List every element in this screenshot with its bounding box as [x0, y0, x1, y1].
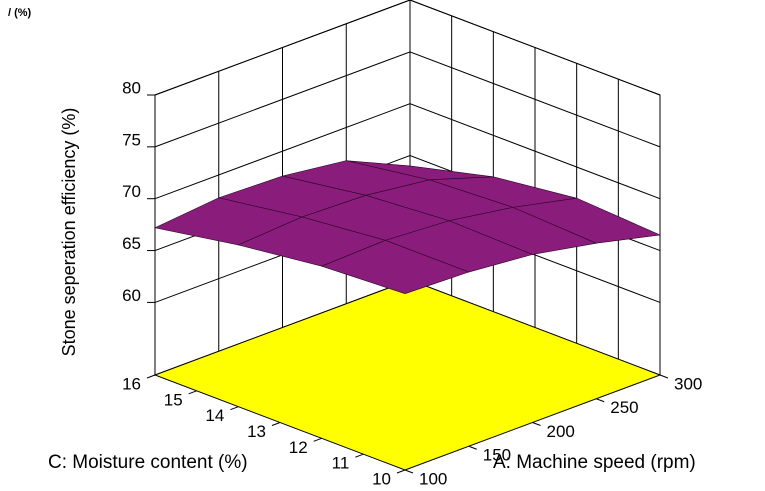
z-tick-label: 75	[122, 130, 141, 149]
grid-line	[154, 0, 661, 96]
y-tick-label: 13	[247, 422, 266, 441]
z-axis-label: Stone seperation efficiency (%)	[59, 108, 79, 357]
y-tick-label: 14	[205, 406, 224, 425]
y-tick-label: 11	[332, 454, 350, 473]
corner-label: / (%)	[8, 7, 32, 19]
z-tick-label: 65	[122, 234, 141, 253]
y-tick	[355, 453, 364, 458]
x-tick	[404, 469, 414, 474]
y-tick	[230, 406, 239, 411]
floor	[153, 279, 662, 471]
y-tick	[313, 437, 322, 442]
y-tick	[271, 422, 281, 426]
surface-patch	[320, 240, 470, 295]
y-tick-label: 10	[372, 469, 391, 488]
x-tick	[532, 422, 541, 426]
y-tick-label: 15	[164, 390, 183, 409]
y-tick	[146, 374, 156, 379]
x-tick	[468, 445, 477, 450]
y-tick-label: 16	[122, 374, 141, 393]
x-tick-label: 200	[547, 422, 575, 441]
y-axis-label: C: Moisture content (%)	[48, 452, 248, 473]
x-tick-label: 250	[610, 398, 638, 417]
z-tick-label: 80	[122, 78, 141, 97]
y-tick	[188, 390, 197, 395]
x-tick-label: 150	[483, 446, 511, 465]
y-tick-label: 12	[289, 438, 308, 457]
x-tick	[596, 398, 605, 403]
y-tick	[396, 469, 406, 474]
x-axis-label: A: Machine speed (rpm)	[493, 452, 696, 473]
x-tick-label: 300	[674, 374, 702, 393]
x-tick-label: 100	[419, 469, 447, 488]
z-tick-label: 60	[122, 286, 141, 305]
x-tick	[659, 374, 669, 379]
z-tick-label: 70	[122, 182, 141, 201]
